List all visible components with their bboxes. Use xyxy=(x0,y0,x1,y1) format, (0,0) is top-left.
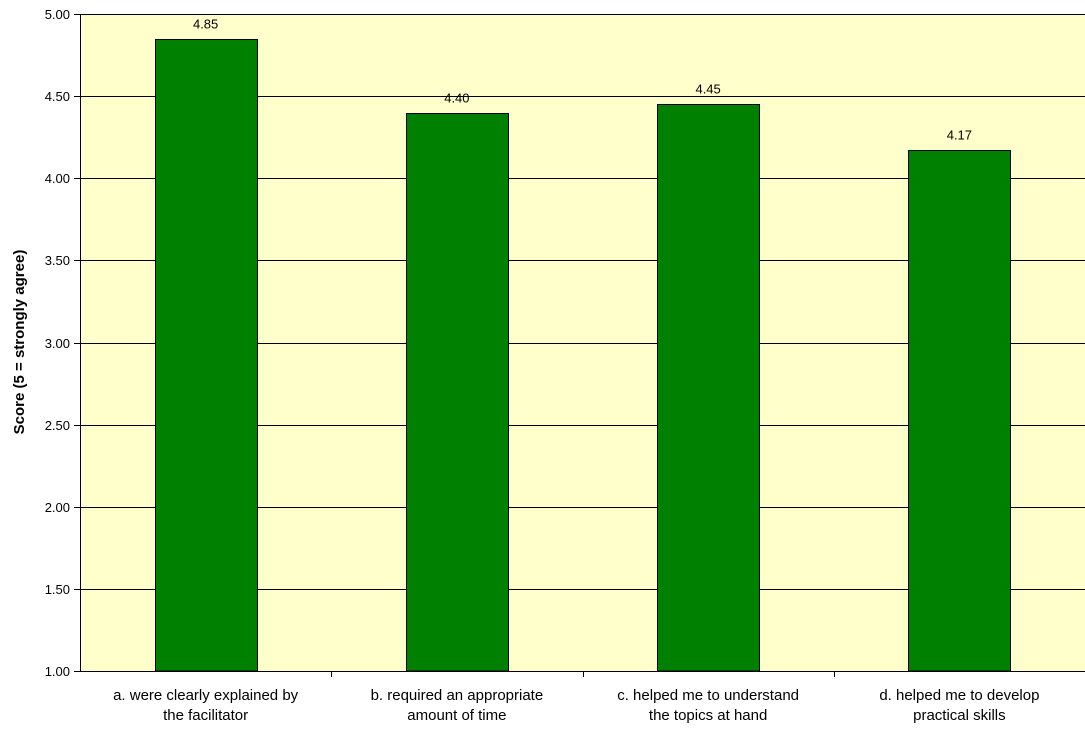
value-labels: 4.85 4.40 4.45 4.17 xyxy=(193,17,972,143)
y-axis-label: Score (5 = strongly agree) xyxy=(11,250,28,435)
x-tick-label: the topics at hand xyxy=(649,707,767,724)
y-tick-label: 1.00 xyxy=(45,664,70,679)
axes xyxy=(74,14,1085,677)
x-tick-label: the facilitator xyxy=(163,707,248,724)
y-tick-label: 2.50 xyxy=(45,418,70,433)
x-tick-label: b. required an appropriate xyxy=(371,687,544,704)
y-tick-label: 4.00 xyxy=(45,171,70,186)
data-label: 4.45 xyxy=(695,82,720,97)
y-tick-label: 4.50 xyxy=(45,89,70,104)
bar xyxy=(155,39,258,672)
bar xyxy=(406,113,509,672)
x-tick-label: amount of time xyxy=(407,707,506,724)
y-tick-label: 3.50 xyxy=(45,253,70,268)
y-tick-label: 3.00 xyxy=(45,336,70,351)
y-tick-label: 2.00 xyxy=(45,500,70,515)
category-labels: a. were clearly explained by the facilita… xyxy=(113,687,1039,724)
bar xyxy=(908,150,1011,672)
y-tick-labels: 1.00 1.50 2.00 2.50 3.00 3.50 4.00 4.50 5.00 xyxy=(45,7,70,679)
bars xyxy=(155,39,1011,672)
x-tick-label: a. were clearly explained by xyxy=(113,687,299,704)
x-tick-label: c. helped me to understand xyxy=(617,687,799,704)
bar xyxy=(657,104,760,672)
data-label: 4.40 xyxy=(444,91,469,106)
x-tick-label: d. helped me to develop xyxy=(879,687,1039,704)
data-label: 4.17 xyxy=(947,128,972,143)
y-tick-label: 5.00 xyxy=(45,7,70,22)
y-tick-label: 1.50 xyxy=(45,582,70,597)
x-tick-label: practical skills xyxy=(913,707,1006,724)
data-label: 4.85 xyxy=(193,17,218,32)
